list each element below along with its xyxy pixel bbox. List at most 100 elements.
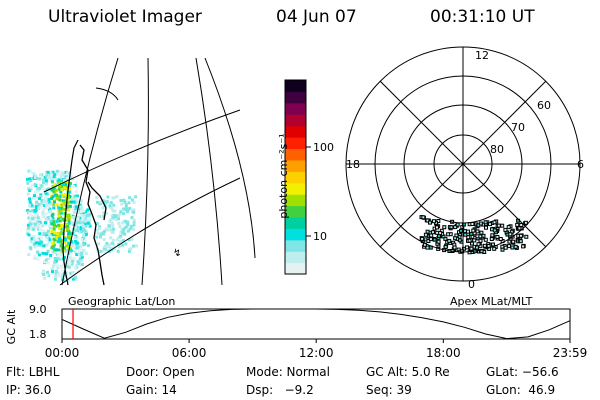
emission-pixel	[62, 246, 66, 250]
emission-pixel	[129, 224, 133, 228]
emission-pixel	[52, 175, 56, 178]
emission-pixel	[98, 225, 101, 229]
colorbar-cell	[285, 251, 306, 264]
emission-pixel	[110, 214, 114, 217]
emission-pixel	[50, 222, 54, 226]
emission-pixel	[76, 221, 80, 225]
emission-pixel	[132, 223, 136, 227]
emission-pixel	[435, 230, 440, 235]
emission-pixel	[33, 182, 37, 186]
app-title: Ultraviolet Imager	[48, 7, 202, 27]
emission-pixel	[75, 229, 79, 233]
emission-pixel	[97, 214, 101, 218]
emission-pixel	[489, 237, 494, 241]
emission-pixel	[74, 205, 78, 209]
emission-pixel	[442, 225, 447, 230]
emission-pixel	[69, 200, 73, 204]
emission-pixel	[55, 197, 59, 201]
emission-pixel	[43, 252, 47, 256]
colorbar-cell	[285, 148, 306, 161]
gc-alt-series-line	[61, 308, 571, 340]
emission-pixel	[463, 232, 468, 237]
emission-pixel	[55, 193, 58, 197]
emission-pixel	[66, 201, 70, 205]
emission-pixel	[26, 226, 30, 230]
emission-pixel	[99, 200, 103, 204]
emission-pixel	[61, 182, 65, 186]
emission-pixel	[59, 190, 63, 194]
emission-pixel	[37, 202, 41, 206]
emission-pixel	[83, 222, 87, 226]
emission-pixel	[66, 176, 70, 180]
emission-pixel	[45, 236, 49, 239]
emission-pixel	[76, 260, 80, 264]
emission-pixel	[122, 219, 126, 223]
emission-pixel	[77, 211, 81, 215]
emission-pixel	[119, 230, 123, 234]
emission-pixel	[75, 241, 79, 245]
emission-pixel	[51, 195, 55, 199]
emission-pixel	[40, 243, 44, 247]
emission-pixel	[74, 209, 78, 213]
emission-pixel	[46, 257, 50, 261]
emission-pixel	[37, 207, 41, 211]
emission-pixel	[465, 245, 469, 250]
emission-pixel	[77, 262, 81, 265]
emission-pixel	[57, 187, 61, 191]
emission-pixel	[420, 236, 425, 241]
emission-pixel	[50, 267, 54, 271]
emission-pixel	[130, 237, 134, 241]
emission-pixel	[54, 257, 58, 261]
emission-pixel	[39, 219, 43, 223]
emission-pixel	[36, 225, 40, 229]
emission-pixel	[513, 244, 518, 249]
emission-pixel	[112, 203, 116, 207]
emission-pixel	[99, 235, 102, 239]
emission-pixel	[50, 214, 54, 217]
emission-pixel	[134, 195, 138, 199]
emission-pixel	[45, 181, 49, 185]
emission-pixel	[43, 204, 46, 207]
emission-pixel	[52, 264, 56, 268]
emission-pixel	[33, 218, 37, 222]
emission-pixel	[490, 233, 495, 238]
emission-pixel	[124, 203, 128, 207]
emission-pixel	[61, 175, 65, 179]
emission-pixel	[36, 220, 40, 224]
emission-pixel	[87, 244, 90, 248]
emission-pixel	[57, 253, 61, 257]
emission-pixel	[34, 191, 38, 194]
emission-pixel	[82, 249, 86, 253]
emission-pixel	[478, 221, 483, 226]
emission-pixel	[492, 246, 497, 251]
emission-pixel	[34, 209, 38, 213]
emission-pixel	[519, 223, 524, 227]
emission-pixel	[45, 218, 48, 222]
emission-pixel	[96, 200, 99, 204]
emission-pixel	[29, 222, 33, 226]
colorbar-tick-label-10: 10	[313, 230, 327, 243]
emission-pixel	[60, 265, 64, 269]
emission-pixel	[41, 212, 45, 216]
emission-pixel	[106, 195, 110, 199]
emission-pixel	[471, 228, 476, 233]
colorbar-tick-label-100: 100	[313, 141, 334, 154]
emission-pixel	[44, 179, 48, 183]
date-label: 04 Jun 07	[276, 7, 357, 27]
emission-pixel	[83, 229, 87, 233]
emission-pixel	[472, 238, 477, 243]
emission-pixel	[67, 251, 71, 255]
emission-pixel	[105, 241, 109, 245]
emission-pixel	[114, 218, 118, 222]
emission-pixel	[47, 240, 51, 244]
emission-pixel	[61, 171, 65, 175]
emission-pixel	[62, 218, 66, 222]
emission-pixel	[56, 217, 60, 221]
emission-pixel	[517, 226, 522, 231]
emission-pixel	[56, 248, 60, 252]
emission-pixel	[49, 219, 53, 223]
emission-pixel	[503, 245, 508, 250]
emission-pixel	[55, 234, 59, 238]
emission-pixel	[507, 239, 512, 244]
emission-pixel	[72, 205, 76, 209]
